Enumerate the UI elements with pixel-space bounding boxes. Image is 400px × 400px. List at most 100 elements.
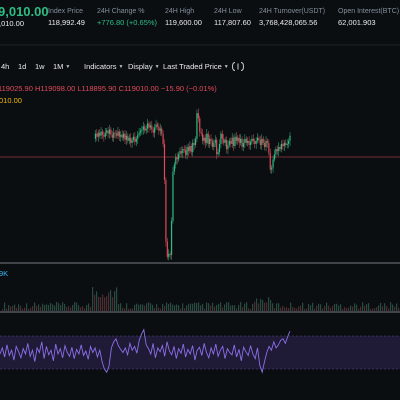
candle-body — [169, 253, 171, 255]
volume-bar — [312, 302, 314, 311]
volume-bar — [268, 297, 270, 311]
low-label: 24H Low — [214, 8, 242, 15]
indicators-button[interactable]: Indicators ▼ — [84, 62, 123, 71]
volume-bar — [38, 304, 40, 311]
volume-bar — [64, 303, 66, 311]
more-button[interactable] — [231, 62, 245, 73]
candle-body — [135, 138, 137, 142]
candle-body — [178, 154, 180, 160]
candle-body — [245, 138, 247, 143]
turnover-value: 3,768,428,065.56 — [259, 18, 318, 27]
volume-bar — [170, 302, 172, 311]
candle-body — [187, 147, 190, 152]
candle-body — [103, 134, 105, 137]
indicators-label: Indicators — [84, 62, 117, 71]
volume-bar — [298, 306, 300, 311]
candle-body — [276, 149, 278, 152]
volume-bar — [42, 303, 44, 311]
candle-body — [120, 134, 122, 137]
candle-body — [196, 113, 198, 139]
candle-body — [203, 137, 205, 141]
candle-body — [237, 137, 239, 141]
candle-body — [252, 138, 254, 141]
candle-body — [231, 137, 233, 144]
ma-legend: 010.00 — [0, 96, 22, 105]
volume-bar — [22, 308, 24, 311]
candle-body — [282, 143, 284, 146]
candle-body — [201, 133, 204, 141]
volume-bar — [372, 308, 374, 311]
candle-body — [125, 135, 128, 140]
price-type-button[interactable]: Last Traded Price ▼ — [163, 62, 229, 71]
volume-bar — [104, 297, 106, 311]
volume-bar — [240, 302, 242, 311]
last-price: 9,010.00 — [0, 4, 49, 19]
volume-bar — [154, 307, 156, 311]
candle-body — [161, 128, 163, 134]
volume-bar — [186, 305, 188, 311]
open-interest-stat: Open Interest(BTC) 62,001.903 — [338, 7, 399, 28]
interval-1d[interactable]: 1d — [18, 62, 27, 71]
volume-bar — [144, 305, 146, 311]
volume-bar — [318, 303, 320, 311]
volume-bar — [68, 306, 70, 311]
volume-bar — [134, 304, 136, 311]
volume-bar — [140, 304, 142, 311]
price-type-label: Last Traded Price — [163, 62, 222, 71]
candle-body — [223, 138, 225, 143]
interval-1w[interactable]: 1w — [35, 62, 45, 71]
volume-bar — [80, 307, 82, 311]
volume-bar — [278, 303, 280, 311]
volume-bar — [356, 304, 358, 311]
volume-bar — [28, 308, 30, 311]
volume-bar — [136, 303, 138, 311]
candle-body — [163, 143, 166, 180]
candle-body — [287, 140, 290, 144]
volume-bar — [288, 308, 290, 311]
change-value: +776.80 (+0.65%) — [97, 18, 158, 27]
volume-bar — [78, 305, 80, 311]
candle-body — [155, 124, 157, 128]
volume-bar — [308, 304, 310, 311]
candle-body — [100, 131, 102, 136]
volume-bar — [66, 307, 68, 311]
high-value: 119,600.00 — [165, 18, 202, 27]
display-button[interactable]: Display ▼ — [128, 62, 160, 71]
candle-body — [156, 124, 159, 127]
low-stat: 24H Low 117,807.60 — [214, 7, 251, 28]
volume-bar — [294, 307, 296, 311]
candle-body — [207, 133, 209, 144]
volume-bar — [156, 304, 158, 311]
candle-body — [249, 141, 252, 145]
volume-bar — [198, 302, 200, 311]
volume-bar — [368, 303, 370, 311]
volume-bar — [296, 308, 298, 311]
volume-bar — [152, 304, 154, 311]
candle-body — [115, 133, 118, 136]
volume-bar — [202, 303, 204, 311]
candle-body — [264, 142, 266, 148]
turnover-label: 24H Turnover(USDT) — [259, 8, 326, 15]
ticker-header: 9,010.00 ,010.00 Index Price 118,992.49 … — [0, 0, 400, 34]
candle-body — [268, 142, 270, 154]
brackets-icon — [231, 62, 245, 71]
candle-body — [134, 136, 136, 142]
volume-bar — [50, 302, 52, 311]
volume-bar — [36, 305, 38, 311]
candle-body — [186, 147, 188, 156]
candle-body — [197, 113, 199, 119]
volume-bar — [238, 304, 240, 311]
volume-bar — [266, 302, 268, 311]
volume-bar — [360, 306, 362, 311]
candle-body — [154, 127, 156, 133]
candle-body — [94, 133, 97, 139]
interval-1m[interactable]: 1M ▼ — [53, 62, 70, 71]
volume-bar — [220, 302, 222, 311]
volume-bar — [352, 306, 354, 311]
candle-body — [148, 123, 150, 128]
volume-bar — [310, 305, 312, 311]
candle-body — [279, 147, 281, 150]
volume-bar — [40, 306, 42, 311]
interval-4h[interactable]: 4h — [1, 62, 10, 71]
